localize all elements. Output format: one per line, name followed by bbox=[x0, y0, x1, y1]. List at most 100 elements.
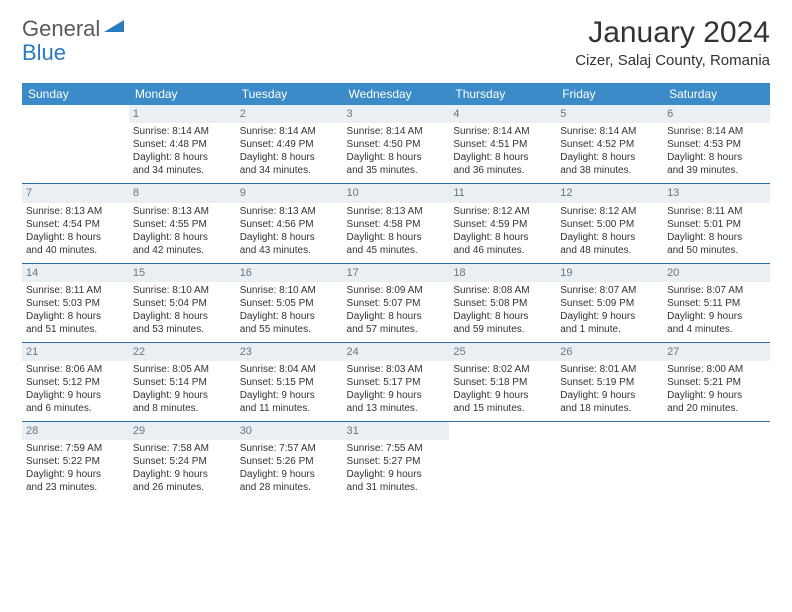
daylight-text: Daylight: 9 hours bbox=[453, 389, 552, 402]
daylight-text: Daylight: 8 hours bbox=[667, 151, 766, 164]
sunset-text: Sunset: 5:00 PM bbox=[560, 218, 659, 231]
sunrise-text: Sunrise: 8:14 AM bbox=[667, 125, 766, 138]
weekday-header: Friday bbox=[556, 83, 663, 105]
calendar-day-cell: 31Sunrise: 7:55 AMSunset: 5:27 PMDayligh… bbox=[343, 422, 450, 501]
daylight-text: and 8 minutes. bbox=[133, 402, 232, 415]
daylight-text: and 20 minutes. bbox=[667, 402, 766, 415]
sunset-text: Sunset: 4:53 PM bbox=[667, 138, 766, 151]
day-number: 17 bbox=[343, 264, 450, 282]
daylight-text: and 11 minutes. bbox=[240, 402, 339, 415]
daylight-text: Daylight: 8 hours bbox=[26, 310, 125, 323]
sunset-text: Sunset: 5:05 PM bbox=[240, 297, 339, 310]
day-number: 13 bbox=[663, 184, 770, 202]
daylight-text: and 35 minutes. bbox=[347, 164, 446, 177]
calendar-day-cell: 30Sunrise: 7:57 AMSunset: 5:26 PMDayligh… bbox=[236, 422, 343, 501]
weekday-header: Sunday bbox=[22, 83, 129, 105]
sunrise-text: Sunrise: 8:13 AM bbox=[240, 205, 339, 218]
calendar-week-row: 28Sunrise: 7:59 AMSunset: 5:22 PMDayligh… bbox=[22, 422, 770, 501]
sunrise-text: Sunrise: 8:14 AM bbox=[240, 125, 339, 138]
daylight-text: and 6 minutes. bbox=[26, 402, 125, 415]
sunrise-text: Sunrise: 8:00 AM bbox=[667, 363, 766, 376]
daylight-text: and 55 minutes. bbox=[240, 323, 339, 336]
daylight-text: Daylight: 8 hours bbox=[453, 310, 552, 323]
sunrise-text: Sunrise: 8:04 AM bbox=[240, 363, 339, 376]
day-number: 11 bbox=[449, 184, 556, 202]
calendar-day-cell: 16 Sunrise: 8:10 AMSunset: 5:05 PMDayligh… bbox=[236, 263, 343, 342]
title-block: January 2024 Cizer, Salaj County, Romani… bbox=[575, 16, 770, 73]
daylight-text: and 28 minutes. bbox=[240, 481, 339, 494]
daylight-text: Daylight: 8 hours bbox=[453, 151, 552, 164]
calendar-day-cell: 4Sunrise: 8:14 AMSunset: 4:51 PMDaylight… bbox=[449, 105, 556, 184]
day-number: 10 bbox=[343, 184, 450, 202]
daylight-text: and 59 minutes. bbox=[453, 323, 552, 336]
sunset-text: Sunset: 5:11 PM bbox=[667, 297, 766, 310]
daylight-text: Daylight: 9 hours bbox=[26, 389, 125, 402]
daylight-text: Daylight: 8 hours bbox=[667, 231, 766, 244]
daylight-text: Daylight: 8 hours bbox=[560, 151, 659, 164]
calendar-day-cell: . bbox=[449, 422, 556, 501]
daylight-text: and 23 minutes. bbox=[26, 481, 125, 494]
day-number: 14 bbox=[22, 264, 129, 282]
sunrise-text: Sunrise: 8:13 AM bbox=[26, 205, 125, 218]
calendar-day-cell: 8Sunrise: 8:13 AMSunset: 4:55 PMDaylight… bbox=[129, 184, 236, 263]
daylight-text: Daylight: 8 hours bbox=[133, 231, 232, 244]
logo-line2: Blue bbox=[22, 40, 66, 66]
daylight-text: and 4 minutes. bbox=[667, 323, 766, 336]
calendar-day-cell: . bbox=[22, 105, 129, 184]
daylight-text: Daylight: 9 hours bbox=[560, 310, 659, 323]
calendar-day-cell: 17Sunrise: 8:09 AMSunset: 5:07 PMDayligh… bbox=[343, 263, 450, 342]
sunset-text: Sunset: 5:14 PM bbox=[133, 376, 232, 389]
daylight-text: Daylight: 8 hours bbox=[240, 310, 339, 323]
calendar-day-cell: 28Sunrise: 7:59 AMSunset: 5:22 PMDayligh… bbox=[22, 422, 129, 501]
calendar-day-cell: 19Sunrise: 8:07 AMSunset: 5:09 PMDayligh… bbox=[556, 263, 663, 342]
calendar-day-cell: 18Sunrise: 8:08 AMSunset: 5:08 PMDayligh… bbox=[449, 263, 556, 342]
day-number: 12 bbox=[556, 184, 663, 202]
daylight-text: and 51 minutes. bbox=[26, 323, 125, 336]
sunset-text: Sunset: 5:26 PM bbox=[240, 455, 339, 468]
day-number: 28 bbox=[22, 422, 129, 440]
calendar-week-row: .1Sunrise: 8:14 AMSunset: 4:48 PMDayligh… bbox=[22, 105, 770, 184]
calendar-day-cell: 24Sunrise: 8:03 AMSunset: 5:17 PMDayligh… bbox=[343, 342, 450, 421]
daylight-text: Daylight: 8 hours bbox=[347, 151, 446, 164]
day-number: 4 bbox=[449, 105, 556, 123]
day-number: 5 bbox=[556, 105, 663, 123]
sunrise-text: Sunrise: 8:09 AM bbox=[347, 284, 446, 297]
sunrise-text: Sunrise: 8:08 AM bbox=[453, 284, 552, 297]
sunset-text: Sunset: 4:48 PM bbox=[133, 138, 232, 151]
sunrise-text: Sunrise: 8:13 AM bbox=[133, 205, 232, 218]
calendar-day-cell: 13Sunrise: 8:11 AMSunset: 5:01 PMDayligh… bbox=[663, 184, 770, 263]
day-number: 25 bbox=[449, 343, 556, 361]
sunset-text: Sunset: 4:56 PM bbox=[240, 218, 339, 231]
calendar-day-cell: 15Sunrise: 8:10 AMSunset: 5:04 PMDayligh… bbox=[129, 263, 236, 342]
day-number: 26 bbox=[556, 343, 663, 361]
daylight-text: and 18 minutes. bbox=[560, 402, 659, 415]
calendar-week-row: 21Sunrise: 8:06 AMSunset: 5:12 PMDayligh… bbox=[22, 342, 770, 421]
weekday-header: Thursday bbox=[449, 83, 556, 105]
calendar-day-cell: 23Sunrise: 8:04 AMSunset: 5:15 PMDayligh… bbox=[236, 342, 343, 421]
day-number: 30 bbox=[236, 422, 343, 440]
sunrise-text: Sunrise: 8:03 AM bbox=[347, 363, 446, 376]
day-number: 19 bbox=[556, 264, 663, 282]
daylight-text: Daylight: 9 hours bbox=[133, 468, 232, 481]
day-number: 2 bbox=[236, 105, 343, 123]
daylight-text: and 38 minutes. bbox=[560, 164, 659, 177]
calendar-day-cell: 10Sunrise: 8:13 AMSunset: 4:58 PMDayligh… bbox=[343, 184, 450, 263]
daylight-text: and 43 minutes. bbox=[240, 244, 339, 257]
sunset-text: Sunset: 5:21 PM bbox=[667, 376, 766, 389]
sunrise-text: Sunrise: 8:14 AM bbox=[347, 125, 446, 138]
daylight-text: and 45 minutes. bbox=[347, 244, 446, 257]
sunrise-text: Sunrise: 8:10 AM bbox=[240, 284, 339, 297]
day-number: 16 bbox=[236, 264, 343, 282]
calendar-header-row: SundayMondayTuesdayWednesdayThursdayFrid… bbox=[22, 83, 770, 105]
calendar-day-cell: 20Sunrise: 8:07 AMSunset: 5:11 PMDayligh… bbox=[663, 263, 770, 342]
calendar-table: SundayMondayTuesdayWednesdayThursdayFrid… bbox=[22, 83, 770, 500]
sunrise-text: Sunrise: 8:10 AM bbox=[133, 284, 232, 297]
day-number: 18 bbox=[449, 264, 556, 282]
daylight-text: Daylight: 8 hours bbox=[26, 231, 125, 244]
calendar-day-cell: 25Sunrise: 8:02 AMSunset: 5:18 PMDayligh… bbox=[449, 342, 556, 421]
daylight-text: and 1 minute. bbox=[560, 323, 659, 336]
sunrise-text: Sunrise: 8:13 AM bbox=[347, 205, 446, 218]
calendar-day-cell: . bbox=[556, 422, 663, 501]
sunrise-text: Sunrise: 8:07 AM bbox=[560, 284, 659, 297]
daylight-text: Daylight: 9 hours bbox=[667, 310, 766, 323]
